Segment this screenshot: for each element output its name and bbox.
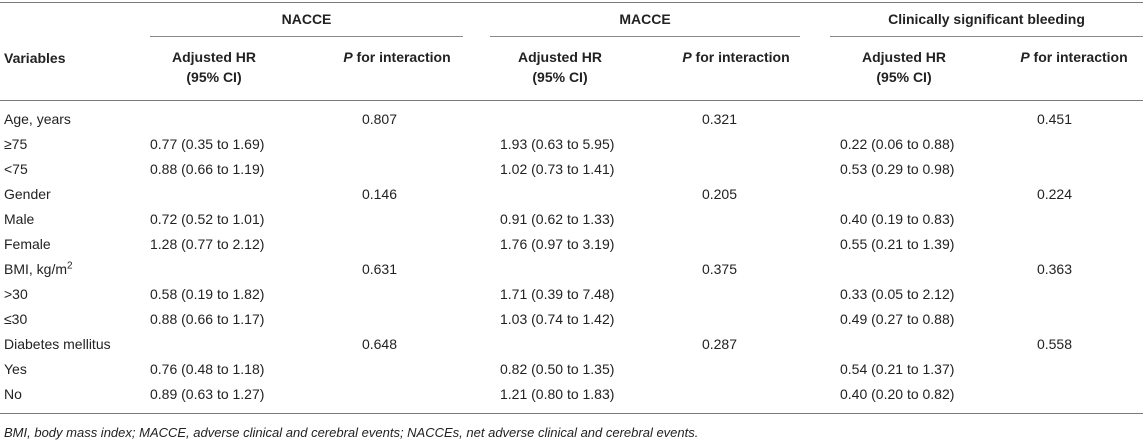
- hr-value: 0.22 (0.06 to 0.88): [840, 136, 955, 152]
- p-value: 0.321: [701, 111, 737, 127]
- variables-header: Variables: [4, 50, 66, 66]
- hr-value: 0.33 (0.05 to 2.12): [840, 286, 955, 302]
- hr-value: 0.72 (0.52 to 1.01): [150, 211, 265, 227]
- hr-header-line2: (95% CI): [876, 69, 932, 85]
- hr-header-1: Adjusted HR (95% CI): [134, 47, 294, 87]
- hr-header-line1: Adjusted HR: [862, 49, 946, 65]
- row-label: Female: [4, 236, 51, 252]
- row-label: <75: [4, 161, 28, 177]
- row-label: >30: [4, 286, 28, 302]
- row-label: Age, years: [4, 111, 71, 127]
- hr-header-3: Adjusted HR (95% CI): [824, 47, 984, 87]
- p-value: 0.363: [1036, 261, 1072, 277]
- group-header-3: Clinically significant bleeding: [888, 11, 1085, 27]
- group-underline-1: [150, 36, 463, 37]
- hr-value: 0.55 (0.21 to 1.39): [840, 236, 955, 252]
- p-letter: P: [1020, 49, 1030, 65]
- row-label: Diabetes mellitus: [4, 336, 111, 352]
- hr-header-line2: (95% CI): [186, 69, 242, 85]
- hr-header-2: Adjusted HR (95% CI): [480, 47, 640, 87]
- hr-value: 1.21 (0.80 to 1.83): [500, 386, 615, 402]
- p-value: 0.558: [1036, 336, 1072, 352]
- superscript: 2: [67, 260, 73, 272]
- hr-value: 0.77 (0.35 to 1.69): [150, 136, 265, 152]
- p-suffix: for interaction: [352, 49, 451, 65]
- group-header-1: NACCE: [281, 11, 332, 27]
- hr-value: 1.28 (0.77 to 2.12): [150, 236, 265, 252]
- hr-value: 0.54 (0.21 to 1.37): [840, 361, 955, 377]
- hr-value: 1.03 (0.74 to 1.42): [500, 311, 615, 327]
- hr-value: 0.89 (0.63 to 1.27): [150, 386, 265, 402]
- row-label: Gender: [4, 186, 51, 202]
- hr-header-line1: Adjusted HR: [172, 49, 256, 65]
- top-rule: [0, 2, 1143, 3]
- hr-value: 0.76 (0.48 to 1.18): [150, 361, 265, 377]
- p-value: 0.287: [701, 336, 737, 352]
- p-header-1: P for interaction: [317, 47, 477, 67]
- hr-header-line1: Adjusted HR: [518, 49, 602, 65]
- hr-value: 0.82 (0.50 to 1.35): [500, 361, 615, 377]
- row-label: Yes: [4, 361, 27, 377]
- p-value: 0.451: [1036, 111, 1072, 127]
- p-value: 0.224: [1036, 186, 1072, 202]
- p-value: 0.205: [701, 186, 737, 202]
- hr-value: 0.88 (0.66 to 1.17): [150, 311, 265, 327]
- header-rule: [0, 100, 1143, 101]
- p-value: 0.375: [701, 261, 737, 277]
- p-value: 0.807: [361, 111, 397, 127]
- row-label: ≤30: [4, 311, 28, 327]
- bottom-rule: [0, 413, 1143, 414]
- p-suffix: for interaction: [691, 49, 790, 65]
- row-label: Male: [4, 211, 35, 227]
- hr-value: 1.02 (0.73 to 1.41): [500, 161, 615, 177]
- row-label: ≥75: [4, 136, 28, 152]
- hr-value: 1.71 (0.39 to 7.48): [500, 286, 615, 302]
- row-label: BMI, kg/m2: [4, 260, 73, 277]
- p-suffix: for interaction: [1029, 49, 1128, 65]
- hr-value: 0.40 (0.20 to 0.82): [840, 386, 955, 402]
- footnote: BMI, body mass index; MACCE, adverse cli…: [4, 425, 699, 440]
- p-header-3: P for interaction: [994, 47, 1143, 67]
- p-header-2: P for interaction: [656, 47, 816, 67]
- hr-value: 0.88 (0.66 to 1.19): [150, 161, 265, 177]
- hr-value: 0.49 (0.27 to 0.88): [840, 311, 955, 327]
- group-underline-3: [830, 36, 1143, 37]
- hr-value: 0.58 (0.19 to 1.82): [150, 286, 265, 302]
- group-underline-2: [490, 36, 800, 37]
- p-value: 0.146: [361, 186, 397, 202]
- group-header-2: MACCE: [619, 11, 671, 27]
- p-value: 0.631: [361, 261, 397, 277]
- hr-value: 0.53 (0.29 to 0.98): [840, 161, 955, 177]
- p-letter: P: [343, 49, 353, 65]
- hr-value: 1.76 (0.97 to 3.19): [500, 236, 615, 252]
- hr-value: 1.93 (0.63 to 5.95): [500, 136, 615, 152]
- p-value: 0.648: [361, 336, 397, 352]
- hr-value: 0.91 (0.62 to 1.33): [500, 211, 615, 227]
- row-label: No: [4, 386, 22, 402]
- hr-value: 0.40 (0.19 to 0.83): [840, 211, 955, 227]
- p-letter: P: [682, 49, 692, 65]
- hr-header-line2: (95% CI): [532, 69, 588, 85]
